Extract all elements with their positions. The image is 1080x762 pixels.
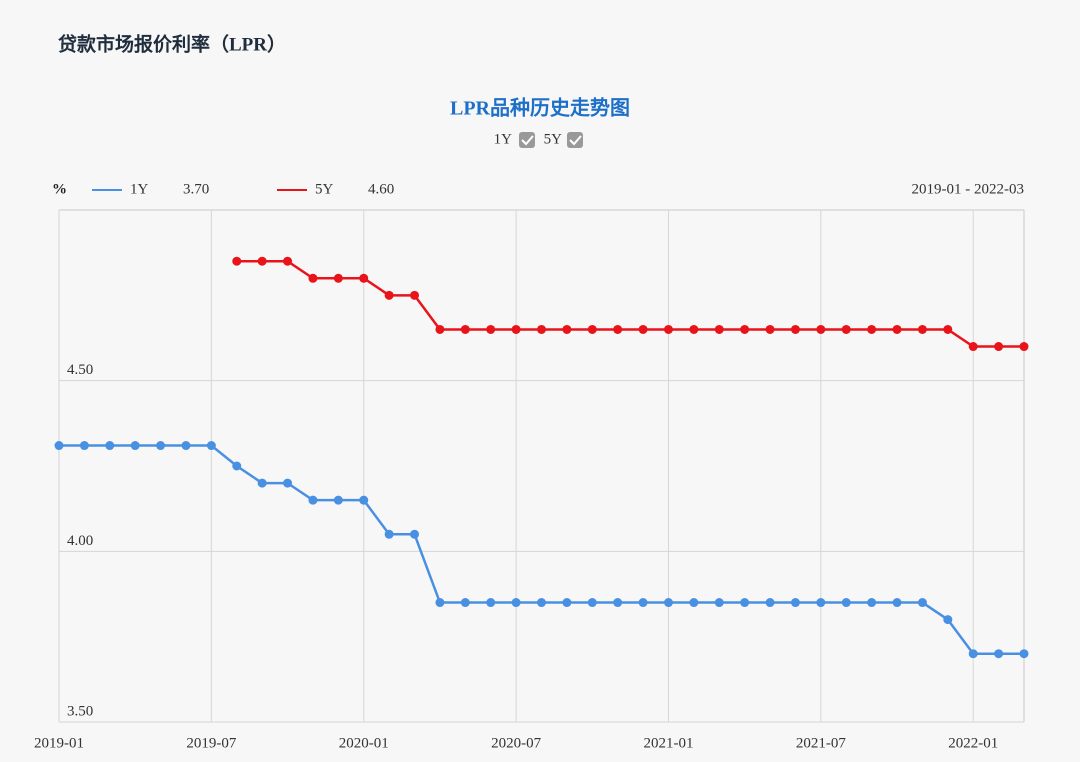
- data-point: [105, 441, 115, 451]
- x-tick-label: 2019-07: [186, 735, 236, 751]
- data-point: [816, 598, 826, 608]
- data-point: [892, 598, 902, 608]
- chart-title: LPR品种历史走势图: [450, 96, 630, 120]
- y-tick-label: 4.00: [67, 533, 93, 549]
- data-point: [232, 461, 242, 471]
- data-point: [511, 598, 521, 608]
- data-point: [232, 256, 242, 266]
- toggle-label: 1Y: [494, 131, 513, 147]
- data-point: [613, 324, 623, 334]
- data-point: [714, 598, 724, 608]
- data-point: [765, 324, 775, 334]
- data-point: [308, 495, 318, 505]
- y-tick-label: 4.50: [67, 362, 93, 378]
- data-point: [257, 256, 267, 266]
- data-point: [562, 324, 572, 334]
- data-point: [841, 324, 851, 334]
- data-point: [867, 598, 877, 608]
- x-tick-label: 2021-07: [796, 735, 846, 751]
- legend-label: 1Y: [130, 181, 149, 197]
- data-point: [765, 598, 775, 608]
- data-point: [435, 324, 445, 334]
- data-point: [308, 273, 318, 283]
- data-point: [867, 324, 877, 334]
- data-point: [283, 478, 293, 488]
- data-point: [54, 441, 64, 451]
- toggle-checkbox[interactable]: [519, 132, 535, 148]
- data-point: [740, 324, 750, 334]
- data-point: [537, 324, 546, 334]
- data-point: [714, 324, 724, 334]
- data-point: [638, 598, 648, 608]
- data-point: [587, 598, 597, 608]
- data-point: [790, 598, 800, 608]
- data-point: [740, 598, 750, 608]
- x-tick-label: 2020-01: [339, 735, 389, 751]
- data-point: [206, 441, 216, 451]
- data-point: [79, 441, 89, 451]
- data-point: [130, 441, 140, 451]
- data-point: [663, 324, 673, 334]
- data-point: [384, 529, 394, 539]
- data-point: [917, 598, 927, 608]
- data-point: [257, 478, 267, 488]
- data-point: [511, 324, 521, 334]
- data-point: [663, 598, 673, 608]
- data-point: [892, 324, 902, 334]
- data-point: [460, 324, 470, 334]
- data-point: [1019, 649, 1029, 659]
- data-point: [156, 441, 166, 451]
- data-point: [994, 649, 1004, 659]
- data-point: [486, 324, 496, 334]
- data-point: [638, 324, 648, 334]
- data-point: [537, 598, 546, 608]
- data-point: [435, 598, 445, 608]
- data-point: [613, 598, 623, 608]
- data-point: [689, 324, 699, 334]
- data-point: [460, 598, 470, 608]
- data-point: [841, 598, 851, 608]
- data-point: [816, 324, 826, 334]
- toggle-label: 5Y: [544, 131, 563, 147]
- data-point: [333, 273, 343, 283]
- data-point: [410, 529, 420, 539]
- x-tick-label: 2022-01: [948, 735, 998, 751]
- legend-label: 5Y: [315, 181, 334, 197]
- unit-label: %: [52, 181, 67, 197]
- data-point: [689, 598, 699, 608]
- data-point: [968, 649, 978, 659]
- data-point: [943, 324, 953, 334]
- x-tick-label: 2019-01: [34, 735, 84, 751]
- data-point: [917, 324, 927, 334]
- series-toggles: 1Y 5Y: [494, 131, 583, 148]
- legend-latest: 4.60: [368, 181, 394, 197]
- toggle-checkbox[interactable]: [567, 132, 583, 148]
- data-point: [562, 598, 572, 608]
- data-point: [486, 598, 496, 608]
- data-point: [587, 324, 597, 334]
- page-title: 贷款市场报价利率（LPR）: [58, 32, 286, 55]
- date-range: 2019-01 - 2022-03: [912, 181, 1025, 197]
- legend-latest: 3.70: [183, 181, 209, 197]
- x-tick-label: 2021-01: [643, 735, 693, 751]
- data-point: [181, 441, 191, 451]
- data-point: [790, 324, 800, 334]
- y-tick-label: 3.50: [67, 703, 93, 719]
- data-point: [384, 290, 394, 300]
- data-point: [333, 495, 343, 505]
- data-point: [943, 615, 953, 625]
- data-point: [283, 256, 293, 266]
- x-tick-label: 2020-07: [491, 735, 541, 751]
- data-point: [359, 273, 369, 283]
- data-point: [994, 342, 1004, 352]
- data-point: [359, 495, 369, 505]
- data-point: [968, 342, 978, 352]
- data-point: [1019, 342, 1029, 352]
- data-point: [410, 290, 420, 300]
